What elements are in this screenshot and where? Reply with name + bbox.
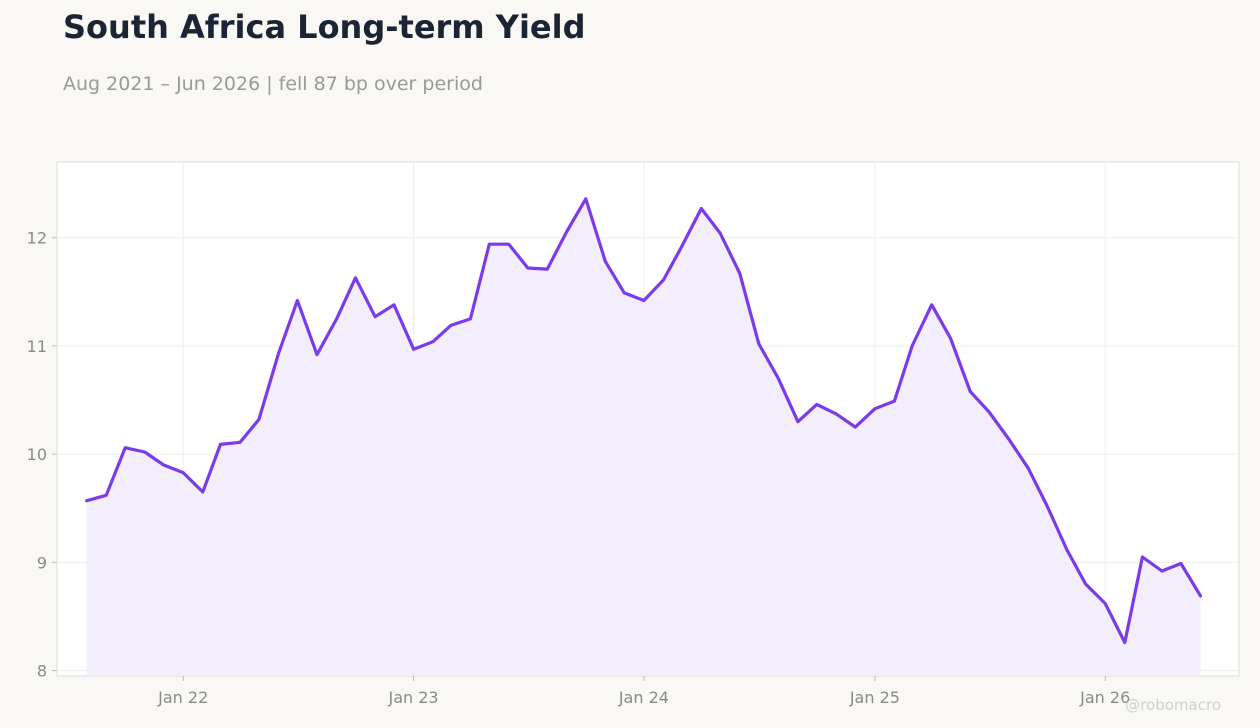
data-point bbox=[392, 303, 396, 307]
data-point bbox=[1045, 504, 1049, 508]
x-tick-label: Jan 23 bbox=[388, 688, 439, 707]
data-point bbox=[487, 242, 491, 246]
data-point bbox=[1140, 555, 1144, 559]
watermark: @robomacro bbox=[1125, 696, 1221, 714]
data-point bbox=[699, 207, 703, 211]
chart-title: South Africa Long-term Yield bbox=[63, 8, 586, 46]
data-point bbox=[718, 231, 722, 235]
data-point bbox=[412, 347, 416, 351]
data-point bbox=[1026, 466, 1030, 470]
data-point bbox=[353, 276, 357, 280]
data-point bbox=[162, 463, 166, 467]
data-point bbox=[776, 376, 780, 380]
data-point bbox=[1160, 569, 1164, 573]
y-axis-ticks: 8 9 10 11 12 bbox=[27, 229, 57, 681]
data-point bbox=[1179, 561, 1183, 565]
data-point bbox=[123, 446, 127, 450]
data-point bbox=[373, 315, 377, 319]
data-point bbox=[238, 440, 242, 444]
data-point bbox=[968, 389, 972, 393]
data-point bbox=[1084, 582, 1088, 586]
data-point bbox=[930, 303, 934, 307]
y-tick-label: 10 bbox=[27, 445, 47, 464]
chart-subtitle: Aug 2021 – Jun 2026 | fell 87 bp over pe… bbox=[63, 73, 483, 95]
data-point bbox=[853, 425, 857, 429]
data-point bbox=[622, 291, 626, 295]
data-point bbox=[987, 410, 991, 414]
data-point bbox=[815, 402, 819, 406]
data-point bbox=[834, 412, 838, 416]
y-tick-label: 11 bbox=[27, 337, 47, 356]
data-point bbox=[738, 271, 742, 275]
data-point bbox=[181, 471, 185, 475]
data-point bbox=[449, 323, 453, 327]
data-point bbox=[143, 450, 147, 454]
data-point bbox=[796, 420, 800, 424]
y-tick-label: 8 bbox=[37, 662, 47, 681]
data-point bbox=[277, 352, 281, 356]
x-axis-ticks: Jan 22 Jan 23 Jan 24 Jan 25 Jan 26 bbox=[157, 676, 1130, 707]
data-point bbox=[642, 299, 646, 303]
data-point bbox=[661, 278, 665, 282]
x-tick-label: Jan 24 bbox=[618, 688, 669, 707]
data-point bbox=[565, 229, 569, 233]
data-point bbox=[295, 299, 299, 303]
data-point bbox=[218, 442, 222, 446]
data-point bbox=[1123, 640, 1127, 644]
x-tick-label: Jan 25 bbox=[849, 688, 900, 707]
data-point bbox=[545, 267, 549, 271]
y-tick-label: 12 bbox=[27, 229, 47, 248]
data-point bbox=[335, 317, 339, 321]
data-point bbox=[603, 260, 607, 264]
data-point bbox=[201, 490, 205, 494]
x-tick-label: Jan 26 bbox=[1079, 688, 1130, 707]
data-point bbox=[1007, 437, 1011, 441]
data-point bbox=[85, 499, 89, 503]
data-point bbox=[468, 317, 472, 321]
data-point bbox=[949, 336, 953, 340]
series-line bbox=[85, 197, 1203, 645]
x-tick-label: Jan 22 bbox=[157, 688, 208, 707]
data-point bbox=[315, 353, 319, 357]
data-point bbox=[892, 399, 896, 403]
data-point bbox=[910, 344, 914, 348]
data-point bbox=[507, 242, 511, 246]
data-point bbox=[873, 407, 877, 411]
data-point bbox=[1065, 547, 1069, 551]
series-area-fill bbox=[86, 198, 1201, 677]
data-point bbox=[680, 244, 684, 248]
data-point bbox=[431, 340, 435, 344]
data-point bbox=[526, 266, 530, 270]
data-point bbox=[584, 197, 588, 201]
y-tick-label: 9 bbox=[37, 553, 47, 572]
data-point bbox=[757, 342, 761, 346]
data-point bbox=[104, 493, 108, 497]
data-point bbox=[1103, 601, 1107, 605]
data-point bbox=[257, 418, 261, 422]
data-point bbox=[1199, 594, 1203, 598]
